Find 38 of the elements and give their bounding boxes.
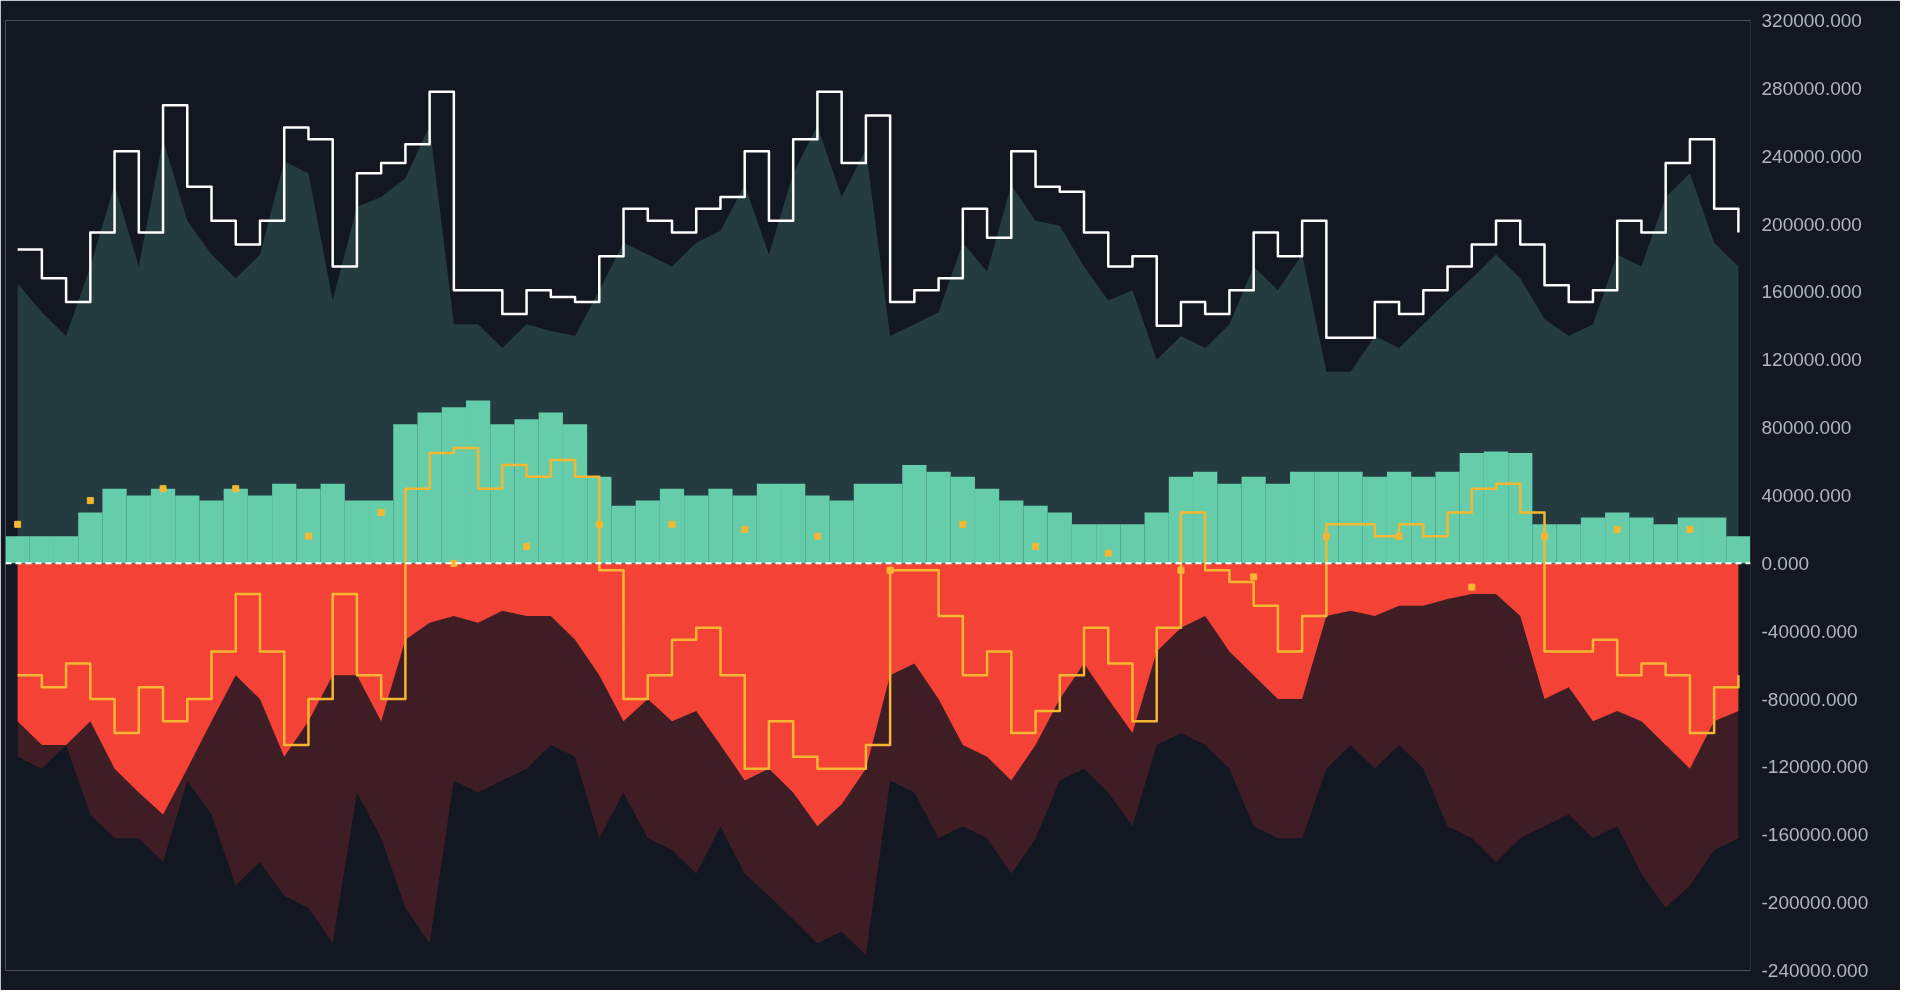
point bbox=[1177, 566, 1185, 574]
y-tick-label: 40000.000 bbox=[1761, 485, 1852, 506]
point bbox=[523, 542, 531, 550]
point bbox=[1032, 542, 1040, 550]
point bbox=[159, 485, 167, 493]
y-tick-label: 280000.000 bbox=[1761, 77, 1862, 99]
point bbox=[668, 520, 676, 528]
point bbox=[377, 508, 385, 516]
point bbox=[813, 532, 821, 540]
y-tick-label: -200000.000 bbox=[1761, 892, 1869, 914]
y-tick-label: 240000.000 bbox=[1761, 145, 1862, 167]
point bbox=[1104, 549, 1112, 557]
y-tick-label: 200000.000 bbox=[1761, 213, 1862, 235]
y-tick-label: 120000.000 bbox=[1761, 349, 1862, 371]
point bbox=[595, 520, 603, 528]
y-tick-label: 80000.000 bbox=[1761, 417, 1852, 439]
point bbox=[86, 497, 94, 505]
point bbox=[1686, 525, 1694, 533]
y-tick-label: 320000.000 bbox=[1761, 10, 1862, 31]
y-tick-label: -80000.000 bbox=[1761, 688, 1858, 710]
y-tick-label: -160000.000 bbox=[1761, 824, 1869, 846]
point bbox=[886, 566, 894, 574]
point bbox=[1395, 532, 1403, 540]
y-tick-label: -240000.000 bbox=[1761, 960, 1869, 981]
y-tick-label: -120000.000 bbox=[1761, 756, 1869, 778]
point bbox=[1468, 583, 1476, 591]
point bbox=[304, 532, 312, 540]
point bbox=[1322, 532, 1330, 540]
y-tick-label: 0.000 bbox=[1761, 552, 1810, 574]
y-tick-label: 160000.000 bbox=[1761, 281, 1862, 303]
point bbox=[741, 525, 749, 533]
point bbox=[1613, 525, 1621, 533]
point bbox=[959, 520, 967, 528]
point bbox=[232, 485, 240, 493]
point bbox=[1540, 532, 1548, 540]
point bbox=[14, 520, 22, 528]
y-tick-label: -40000.000 bbox=[1761, 620, 1858, 642]
point bbox=[1250, 573, 1258, 581]
